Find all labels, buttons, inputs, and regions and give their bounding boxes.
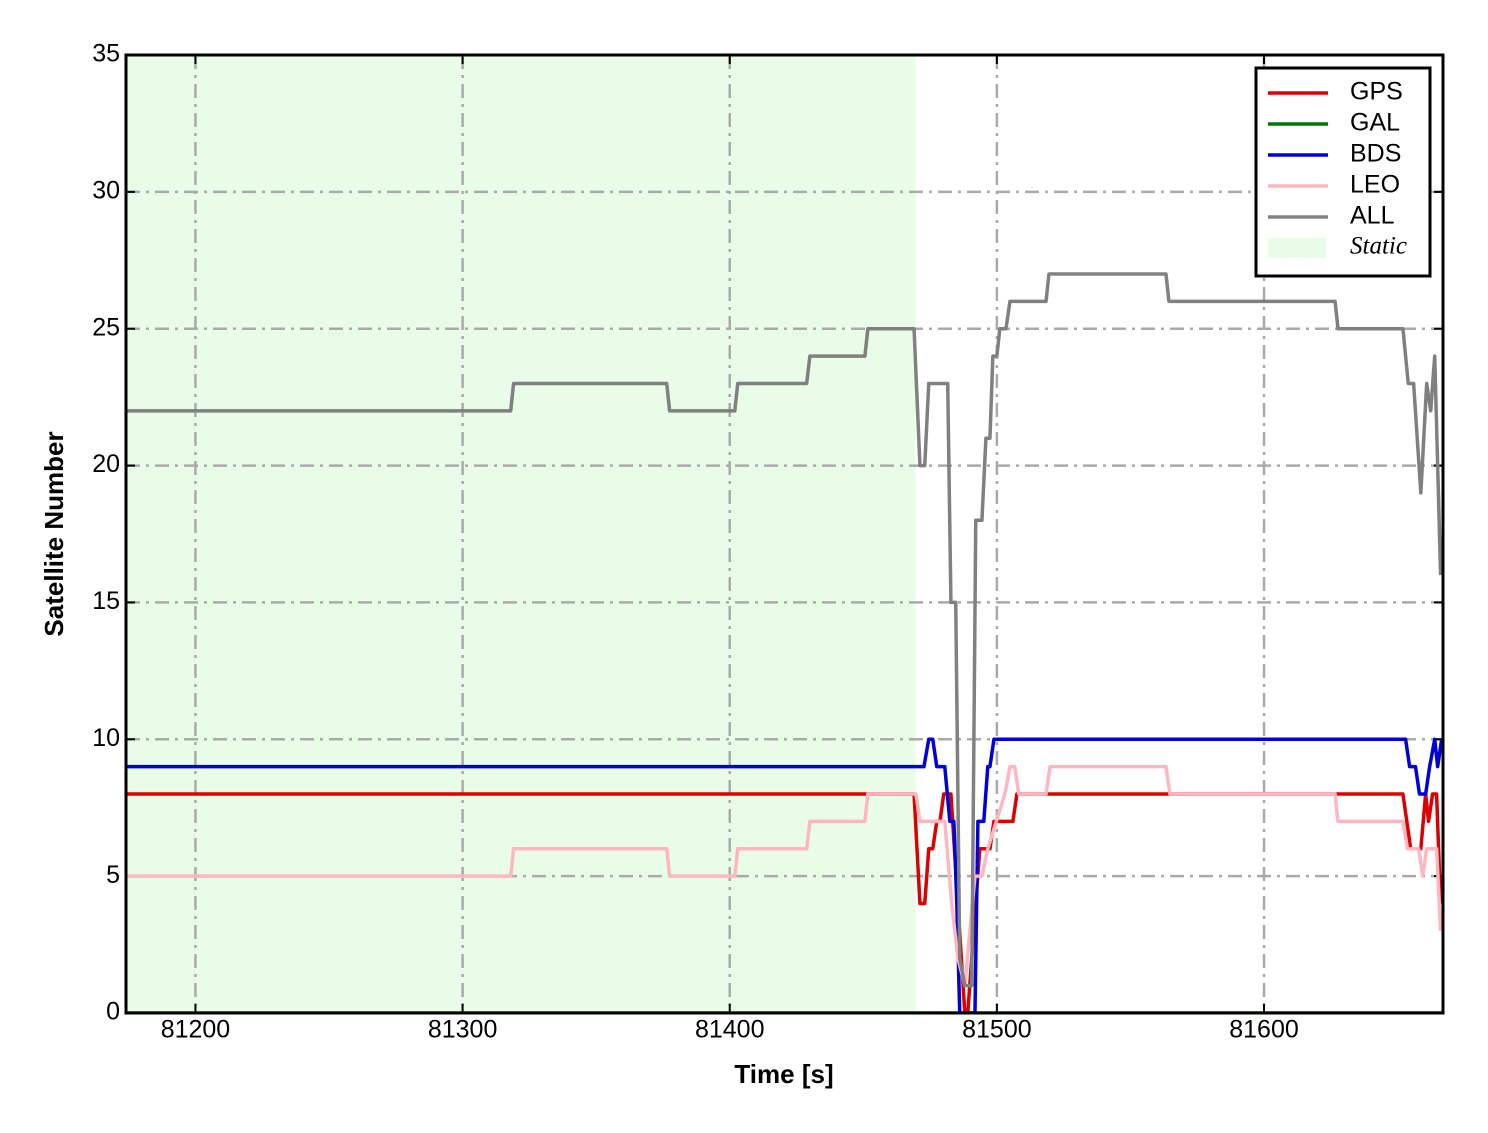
y-tick-label: 30 (92, 176, 120, 204)
x-tick-label: 81400 (695, 1016, 765, 1044)
y-tick-label: 25 (92, 313, 120, 341)
legend: GPS GAL BDS LEO ALL Static (1254, 66, 1432, 278)
series-line (126, 272, 1443, 988)
series-line (126, 737, 1443, 1013)
x-tick-label: 81300 (428, 1016, 498, 1044)
legend-label: ALL (1350, 202, 1395, 230)
legend-label: LEO (1350, 171, 1400, 199)
y-tick-label: 0 (106, 998, 120, 1026)
legend-label: GAL (1350, 109, 1400, 137)
y-tick-label: 15 (92, 587, 120, 615)
y-tick-label: 10 (92, 724, 120, 752)
y-axis-label: Satellite Number (39, 431, 69, 636)
y-tick-label: 5 (106, 861, 120, 889)
y-tick-label: 35 (92, 40, 120, 68)
legend-swatch (1268, 238, 1326, 258)
y-tick-label: 20 (92, 450, 120, 478)
legend-label: Static (1350, 233, 1407, 260)
shaded-region (126, 55, 916, 1013)
series-line (126, 764, 1443, 988)
x-axis-label: Time [s] (734, 1059, 833, 1089)
plot-frame (124, 53, 1445, 1015)
x-tick-label: 81500 (962, 1016, 1032, 1044)
x-tick-label: 81200 (161, 1016, 231, 1044)
legend-label: BDS (1350, 140, 1401, 168)
x-tick-label: 81600 (1229, 1016, 1299, 1044)
legend-label: GPS (1350, 78, 1403, 106)
